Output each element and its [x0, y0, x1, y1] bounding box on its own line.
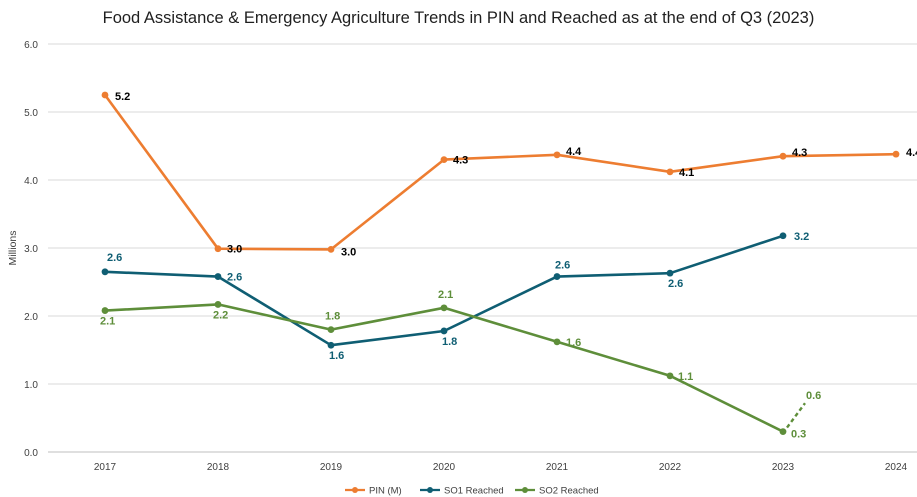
- data-point: [440, 156, 448, 164]
- data-label: 1.8: [325, 311, 340, 323]
- data-label: 4.1: [679, 167, 694, 179]
- data-label: 1.6: [329, 350, 344, 362]
- y-tick-label: 5.0: [24, 108, 38, 119]
- data-labels: 5.2 3.0 3.0 4.3 4.4 4.1 4.3 4.4 2.6 2.6 1.6 1.8 2.6 2…: [100, 91, 917, 441]
- series-line: [103, 94, 897, 251]
- series-lines: [103, 94, 897, 433]
- data-point: [666, 372, 674, 380]
- x-tick-label: 2023: [772, 462, 795, 473]
- data-point: [101, 268, 109, 276]
- series-points: [101, 91, 900, 435]
- data-label: 1.6: [566, 337, 581, 349]
- legend: PIN (M) SO1 Reached SO2 Reached: [345, 486, 599, 497]
- legend-marker: [427, 487, 433, 493]
- legend-marker: [522, 487, 528, 493]
- data-point: [779, 152, 787, 160]
- data-point: [553, 151, 561, 159]
- data-point: [101, 91, 109, 99]
- data-point: [101, 307, 109, 314]
- data-label: 3.0: [227, 244, 242, 256]
- data-label: 4.4: [566, 146, 582, 158]
- data-point: [779, 428, 787, 435]
- dashed-annotation-line: [786, 402, 806, 429]
- x-tick-label: 2022: [659, 462, 682, 473]
- data-point: [327, 341, 335, 349]
- gridlines: [48, 43, 917, 453]
- data-point: [214, 301, 222, 308]
- data-point: [779, 232, 787, 240]
- data-point: [327, 326, 335, 333]
- annotation-label: 0.6: [806, 390, 821, 402]
- data-label: 4.4: [906, 147, 917, 159]
- data-label: 0.3: [791, 429, 806, 441]
- data-point: [214, 273, 222, 280]
- data-label: 2.6: [555, 260, 570, 272]
- data-label: 4.3: [453, 155, 468, 167]
- data-label: 2.1: [438, 289, 453, 301]
- data-label: 2.6: [107, 252, 122, 264]
- y-axis: 0.0 1.0 2.0 3.0 4.0 5.0 6.0 Millions: [7, 40, 38, 459]
- x-tick-label: 2018: [207, 462, 230, 473]
- data-point: [214, 245, 222, 253]
- x-axis: 2017 2018 2019 2020 2021 2022 2023 2024: [94, 462, 908, 473]
- chart-title: Food Assistance & Emergency Agriculture …: [102, 9, 815, 27]
- data-label: 1.8: [442, 336, 457, 348]
- y-tick-label: 6.0: [24, 40, 38, 51]
- data-label: 3.0: [341, 246, 356, 258]
- data-point: [666, 269, 674, 277]
- x-tick-label: 2021: [546, 462, 569, 473]
- y-axis-label: Millions: [7, 230, 19, 265]
- data-label: 5.2: [115, 91, 130, 103]
- data-label: 2.6: [227, 272, 242, 284]
- data-point: [327, 245, 335, 253]
- data-label: 1.1: [678, 371, 693, 383]
- y-tick-label: 4.0: [24, 176, 38, 187]
- data-point: [892, 150, 900, 158]
- y-tick-label: 0.0: [24, 448, 38, 459]
- data-point: [666, 168, 674, 176]
- legend-marker: [352, 487, 358, 493]
- y-tick-label: 1.0: [24, 380, 38, 391]
- data-point: [440, 327, 448, 335]
- data-label: 3.2: [794, 231, 809, 243]
- x-tick-label: 2020: [433, 462, 456, 473]
- legend-label: SO2 Reached: [539, 486, 599, 497]
- x-tick-label: 2019: [320, 462, 343, 473]
- data-point: [440, 304, 448, 312]
- legend-label: PIN (M): [369, 486, 402, 497]
- x-tick-label: 2024: [885, 462, 908, 473]
- series-line: [104, 303, 784, 433]
- y-tick-label: 2.0: [24, 312, 38, 323]
- data-label: 2.1: [100, 316, 115, 328]
- y-tick-label: 3.0: [24, 244, 38, 255]
- data-point: [553, 338, 561, 346]
- data-label: 2.2: [213, 309, 228, 321]
- data-point: [553, 273, 561, 280]
- legend-label: SO1 Reached: [444, 486, 504, 497]
- data-label: 2.6: [668, 278, 683, 290]
- data-label: 4.3: [792, 147, 807, 159]
- x-tick-label: 2017: [94, 462, 117, 473]
